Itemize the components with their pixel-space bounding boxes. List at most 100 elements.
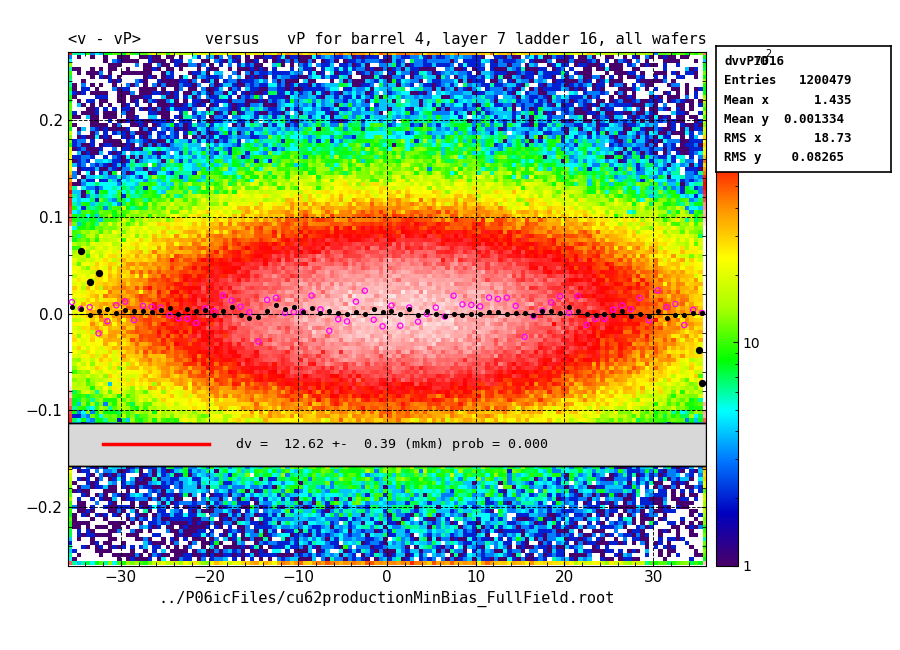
Point [526, 311, 541, 321]
Point [136, 300, 150, 311]
Bar [68, 423, 707, 465]
Point [677, 320, 691, 330]
Point [269, 292, 284, 303]
Point [491, 306, 505, 317]
Point [83, 310, 97, 320]
Point [695, 378, 709, 389]
Point [162, 310, 176, 320]
Text: 2: 2 [765, 49, 771, 59]
Point [571, 291, 585, 302]
Point [242, 313, 256, 323]
Point [295, 307, 310, 317]
Point [686, 308, 700, 318]
Point [598, 313, 612, 324]
Text: Entries   1200479: Entries 1200479 [724, 75, 851, 88]
Point [473, 309, 488, 319]
Point [304, 291, 319, 301]
Text: <v - vP>       versus   vP for barrel 4, layer 7 ladder 16, all wafers: <v - vP> versus vP for barrel 4, layer 7… [68, 32, 707, 47]
Point [340, 316, 355, 326]
Point [375, 307, 390, 317]
Point [322, 326, 337, 336]
Point [633, 309, 647, 319]
Text: Mean y  0.001334: Mean y 0.001334 [724, 112, 844, 125]
Point [508, 301, 523, 311]
Point [198, 303, 212, 313]
Text: dv =  12.62 +-  0.39 (mkm) prob = 0.000: dv = 12.62 +- 0.39 (mkm) prob = 0.000 [236, 438, 548, 451]
Point [180, 304, 194, 314]
Point [304, 303, 319, 313]
Point [615, 300, 629, 311]
Point [233, 310, 248, 320]
Point [544, 297, 558, 307]
Point [500, 292, 514, 303]
Point [589, 314, 603, 324]
Point [224, 295, 238, 306]
Point [402, 304, 417, 315]
Point [411, 317, 426, 327]
Point [74, 304, 88, 314]
Point [118, 296, 132, 307]
Point [651, 306, 665, 317]
Point [322, 306, 337, 316]
Point [455, 299, 470, 309]
Point [660, 313, 674, 324]
Point [100, 304, 114, 315]
Point [331, 314, 346, 324]
Point [518, 307, 532, 318]
Point [668, 310, 682, 320]
Point [428, 309, 443, 319]
Point [518, 332, 532, 342]
Point [393, 309, 408, 319]
Point [606, 310, 620, 320]
Point [242, 307, 256, 317]
Point [154, 305, 168, 315]
Point [286, 307, 301, 317]
Point [331, 308, 346, 318]
Point [162, 303, 176, 313]
Point [286, 302, 301, 313]
Point [216, 291, 230, 301]
Point [624, 311, 638, 321]
Point [624, 304, 638, 315]
Point [606, 304, 620, 315]
Point [562, 302, 576, 312]
Point [233, 302, 248, 312]
Point [145, 302, 159, 312]
Point [508, 308, 523, 318]
Point [580, 320, 594, 330]
Point [92, 306, 106, 317]
Text: dvvP7016: dvvP7016 [724, 55, 784, 68]
Point [491, 294, 505, 304]
Text: RMS y    0.08265: RMS y 0.08265 [724, 151, 844, 164]
Point [260, 294, 274, 305]
Point [562, 307, 576, 318]
Text: RMS x       18.73: RMS x 18.73 [724, 131, 851, 144]
Point [660, 302, 674, 313]
Point [65, 302, 79, 312]
Point [482, 307, 496, 317]
Point [419, 309, 434, 319]
Point [295, 307, 310, 317]
Point [544, 306, 558, 317]
Point [536, 306, 550, 317]
Point [428, 302, 443, 313]
Point [692, 345, 706, 356]
Point [189, 306, 203, 316]
Point [437, 311, 452, 321]
Point [313, 304, 328, 315]
X-axis label: ../P06icFiles/cu62productionMinBias_FullField.root: ../P06icFiles/cu62productionMinBias_Full… [159, 591, 615, 607]
Point [74, 246, 88, 256]
Point [598, 309, 612, 320]
Point [92, 328, 106, 339]
Point [269, 300, 284, 310]
Point [615, 306, 629, 316]
Point [109, 308, 123, 318]
Point [366, 304, 381, 314]
Point [482, 292, 496, 303]
Point [464, 300, 479, 310]
Point [224, 302, 238, 313]
Point [437, 311, 452, 322]
Point [207, 306, 221, 317]
Point [127, 315, 141, 326]
Point [357, 285, 372, 296]
